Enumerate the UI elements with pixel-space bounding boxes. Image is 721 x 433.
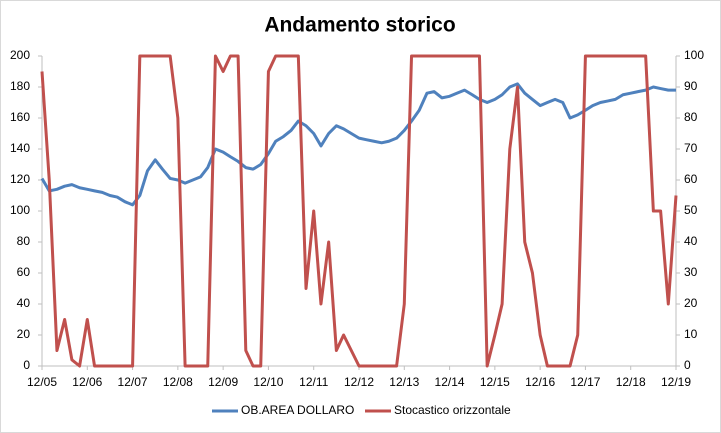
x-tick-label: 12/12: [344, 375, 374, 389]
x-tick-label: 12/17: [570, 375, 600, 389]
x-tick-label: 12/06: [72, 375, 102, 389]
y-tick-label: 60: [17, 265, 31, 279]
y2-tick-label: 60: [684, 172, 698, 186]
y-tick-label: 200: [10, 48, 30, 62]
y-tick-label: 20: [17, 327, 31, 341]
y2-tick-label: 0: [684, 358, 691, 372]
y2-tick-label: 90: [684, 79, 698, 93]
y2-tick-label: 40: [684, 234, 698, 248]
y2-tick-label: 80: [684, 110, 698, 124]
x-tick-label: 12/19: [661, 375, 691, 389]
y2-tick-label: 70: [684, 141, 698, 155]
legend-label: OB.AREA DOLLARO: [241, 403, 354, 417]
y-tick-label: 140: [10, 141, 30, 155]
x-tick-label: 12/15: [480, 375, 510, 389]
x-tick-label: 12/13: [389, 375, 419, 389]
y-tick-label: 0: [23, 358, 30, 372]
x-tick-label: 12/11: [299, 375, 328, 389]
x-tick-label: 12/08: [163, 375, 193, 389]
y2-tick-label: 10: [684, 327, 698, 341]
x-tick-label: 12/10: [253, 375, 283, 389]
y2-tick-label: 20: [684, 296, 698, 310]
y-tick-label: 120: [10, 172, 30, 186]
x-tick-label: 12/05: [27, 375, 57, 389]
x-tick-label: 12/18: [616, 375, 646, 389]
chart-title: Andamento storico: [264, 14, 455, 37]
y-tick-label: 80: [17, 234, 31, 248]
y2-tick-label: 30: [684, 265, 698, 279]
y-tick-label: 160: [10, 110, 30, 124]
y2-tick-label: 100: [684, 48, 704, 62]
x-tick-label: 12/14: [435, 375, 465, 389]
data-line: [40, 82, 676, 207]
y-tick-label: 180: [10, 79, 30, 93]
x-tick-label: 12/09: [208, 375, 238, 389]
data-line: [40, 54, 678, 368]
y-tick-label: 100: [10, 203, 30, 217]
y-tick-label: 40: [17, 296, 31, 310]
x-tick-label: 12/16: [525, 375, 555, 389]
legend-label: Stocastico orizzontale: [394, 403, 511, 417]
x-tick-label: 12/07: [118, 375, 148, 389]
y2-tick-label: 50: [684, 203, 698, 217]
